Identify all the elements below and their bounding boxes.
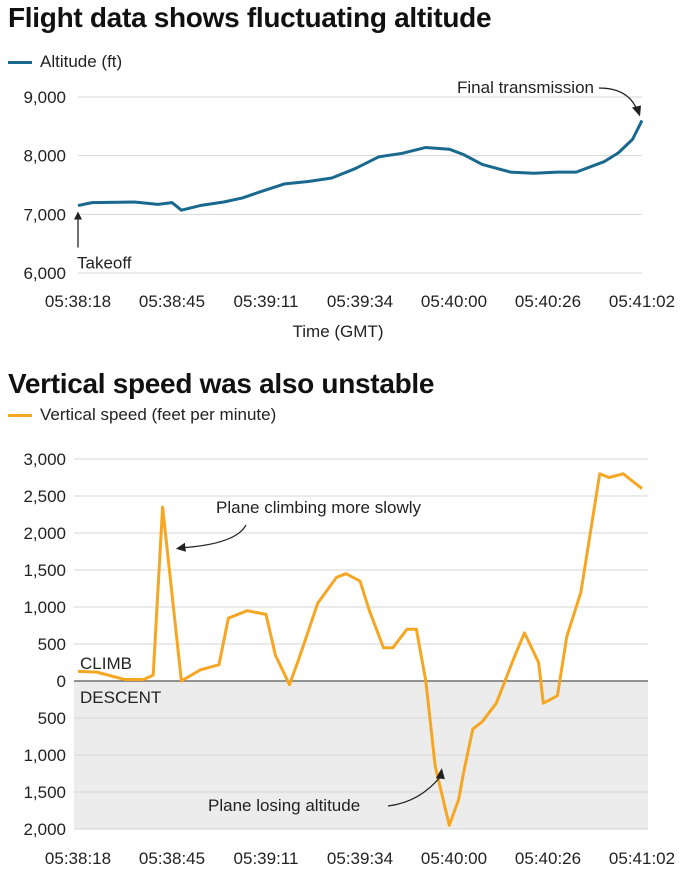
vspeed-y-tick-label: 2,000: [23, 524, 66, 543]
vspeed-y-tick-label: 500: [38, 635, 66, 654]
altitude-x-tick-label: 05:38:18: [45, 292, 111, 311]
vspeed-y-tick-label: 2,500: [23, 487, 66, 506]
final-transmission-arrow-line: [598, 87, 639, 113]
altitude-y-tick-label: 9,000: [23, 88, 66, 107]
altitude-x-tick-label: 05:39:34: [327, 292, 393, 311]
climbing-slowly-annotation: Plane climbing more slowly: [216, 498, 422, 517]
altitude-x-axis-label: Time (GMT): [293, 322, 384, 341]
altitude-x-tick-label: 05:39:11: [234, 292, 299, 311]
vspeed-legend-swatch: [8, 413, 32, 417]
altitude-series-line: [77, 119, 644, 212]
descent-region-label: DESCENT: [80, 688, 161, 707]
vspeed-x-tick-label: 05:39:34: [327, 849, 393, 868]
vspeed-x-tick-label: 05:41:02: [609, 849, 675, 868]
altitude-x-tick-label: 05:41:02: [609, 292, 675, 311]
altitude-x-tick-label: 05:38:45: [139, 292, 205, 311]
vspeed-legend-label: Vertical speed (feet per minute): [40, 405, 277, 424]
vspeed-x-tick-label: 05:40:00: [421, 849, 487, 868]
climbing-slowly-arrow-line: [181, 524, 247, 549]
takeoff-arrowhead: [74, 211, 82, 220]
altitude-y-tick-label: 7,000: [23, 205, 66, 224]
vspeed-y-tick-label: 0: [57, 672, 66, 691]
climb-region-label: CLIMB: [80, 654, 132, 673]
losing-altitude-arrowhead: [435, 768, 445, 780]
losing-altitude-arrow-line: [387, 775, 442, 807]
final-transmission-annotation: Final transmission: [457, 78, 594, 97]
vspeed-x-tick-label: 05:38:45: [139, 849, 205, 868]
altitude-legend-swatch: [8, 60, 32, 64]
altitude-legend: Altitude (ft): [8, 52, 122, 72]
vspeed-y-tick-label: 1,500: [23, 783, 66, 802]
vspeed-x-tick-label: 05:39:11: [234, 849, 299, 868]
vspeed-series-line: [77, 472, 643, 827]
takeoff-annotation: Takeoff: [77, 254, 132, 273]
altitude-y-tick-label: 8,000: [23, 147, 66, 166]
vspeed-y-tick-label: 1,000: [23, 746, 66, 765]
altitude-chart-title: Flight data shows fluctuating altitude: [8, 2, 492, 33]
altitude-chart: 6,000 7,000 8,000 9,000 05:38:18 05:38:45 05:3…: [23, 78, 675, 341]
final-transmission-arrowhead: [632, 105, 641, 117]
altitude-y-tick-label: 6,000: [23, 264, 66, 283]
vspeed-chart-title: Vertical speed was also unstable: [8, 368, 435, 399]
vspeed-legend: Vertical speed (feet per minute): [8, 405, 276, 425]
vspeed-y-tick-label: 2,000: [23, 820, 66, 839]
losing-altitude-annotation: Plane losing altitude: [208, 796, 360, 815]
climbing-slowly-arrowhead: [175, 542, 186, 552]
vspeed-y-tick-label: 3,000: [23, 450, 66, 469]
altitude-x-tick-label: 05:40:00: [421, 292, 487, 311]
vspeed-y-tick-label: 1,000: [23, 598, 66, 617]
vspeed-chart: 3,000 2,500 2,000 1,500 1,000 500 0 500 1,000 1,5…: [23, 450, 675, 868]
vspeed-y-tick-label: 500: [38, 709, 66, 728]
vspeed-y-tick-label: 1,500: [23, 561, 66, 580]
altitude-x-tick-label: 05:40:26: [515, 292, 581, 311]
vspeed-x-tick-label: 05:40:26: [515, 849, 581, 868]
vspeed-x-tick-label: 05:38:18: [45, 849, 111, 868]
altitude-legend-label: Altitude (ft): [40, 52, 123, 71]
